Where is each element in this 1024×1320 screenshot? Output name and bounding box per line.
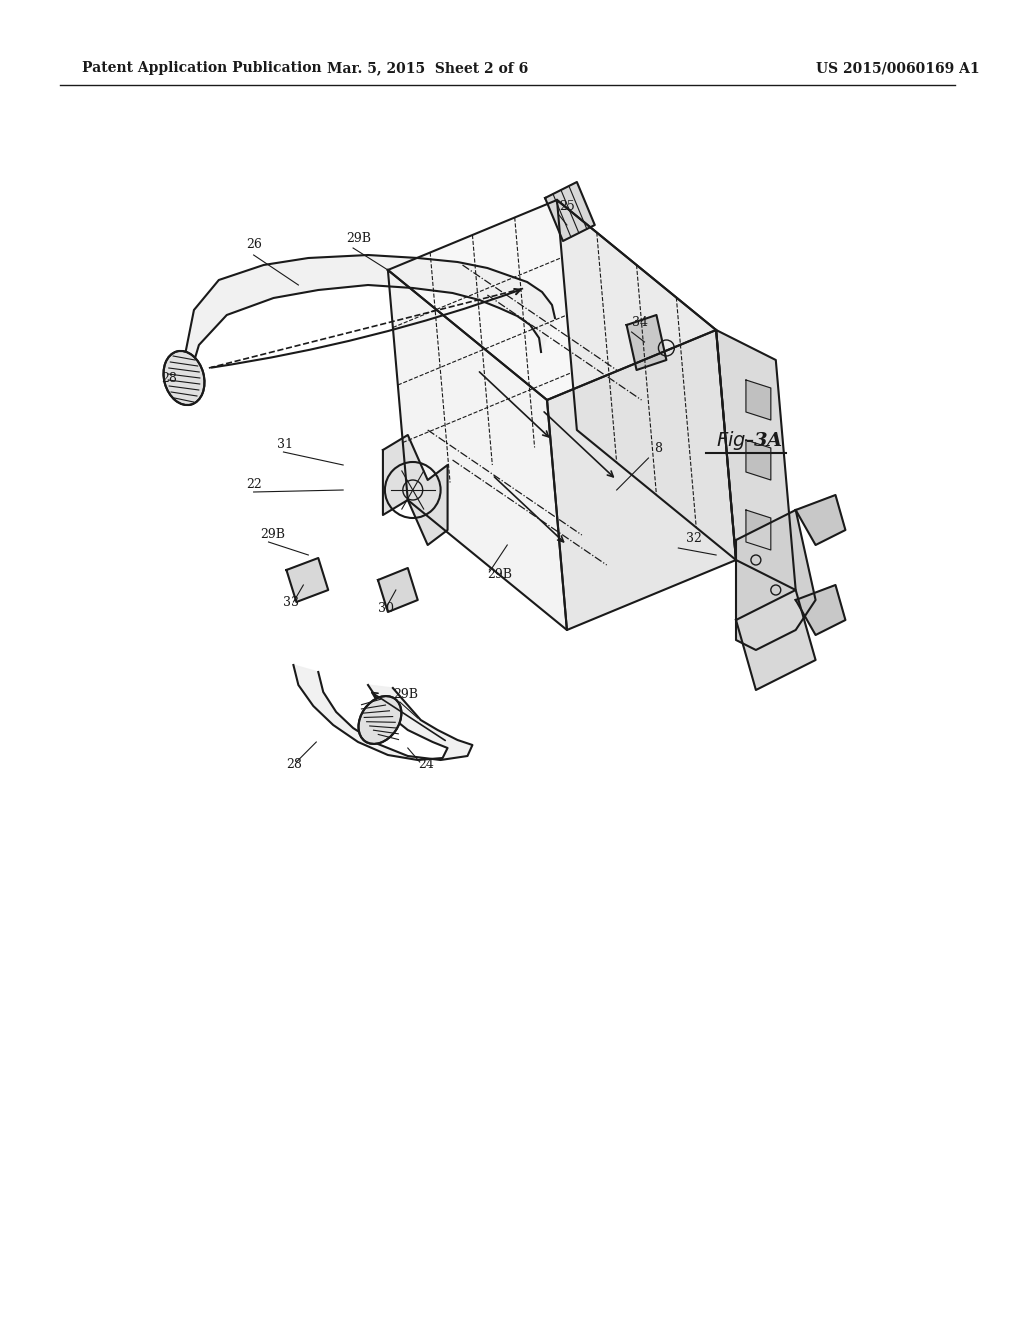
- Text: 33: 33: [284, 597, 299, 609]
- Text: 26: 26: [247, 238, 262, 251]
- Text: Mar. 5, 2015  Sheet 2 of 6: Mar. 5, 2015 Sheet 2 of 6: [327, 61, 528, 75]
- Polygon shape: [184, 255, 555, 395]
- Polygon shape: [736, 590, 815, 690]
- Text: 28: 28: [287, 758, 302, 771]
- Ellipse shape: [358, 696, 401, 744]
- Polygon shape: [388, 271, 567, 630]
- Polygon shape: [627, 315, 667, 370]
- Text: $\it{Fig}$-3A: $\it{Fig}$-3A: [716, 429, 783, 451]
- Polygon shape: [557, 201, 736, 560]
- Polygon shape: [736, 510, 815, 649]
- Polygon shape: [745, 380, 771, 420]
- Polygon shape: [745, 510, 771, 550]
- Ellipse shape: [164, 351, 205, 405]
- Polygon shape: [716, 330, 796, 590]
- Text: US 2015/0060169 A1: US 2015/0060169 A1: [815, 61, 979, 75]
- Text: Patent Application Publication: Patent Application Publication: [82, 61, 322, 75]
- Polygon shape: [378, 568, 418, 612]
- Text: 32: 32: [686, 532, 702, 545]
- Polygon shape: [287, 558, 329, 602]
- Text: 22: 22: [247, 478, 262, 491]
- Text: 29B: 29B: [346, 232, 371, 246]
- Polygon shape: [545, 182, 595, 242]
- Text: 31: 31: [276, 438, 293, 451]
- Polygon shape: [796, 585, 846, 635]
- Text: 28: 28: [161, 372, 177, 385]
- Text: 29B: 29B: [487, 568, 512, 581]
- Text: 25: 25: [559, 201, 574, 213]
- Polygon shape: [745, 440, 771, 480]
- Text: 34: 34: [632, 315, 647, 329]
- Text: 8: 8: [654, 442, 663, 455]
- Polygon shape: [294, 665, 472, 760]
- Polygon shape: [388, 201, 716, 400]
- Text: 24: 24: [418, 758, 433, 771]
- Text: 29B: 29B: [393, 688, 418, 701]
- Polygon shape: [547, 330, 736, 630]
- Polygon shape: [796, 495, 846, 545]
- Polygon shape: [383, 436, 447, 545]
- Text: 30: 30: [378, 602, 394, 615]
- Text: 29B: 29B: [260, 528, 286, 541]
